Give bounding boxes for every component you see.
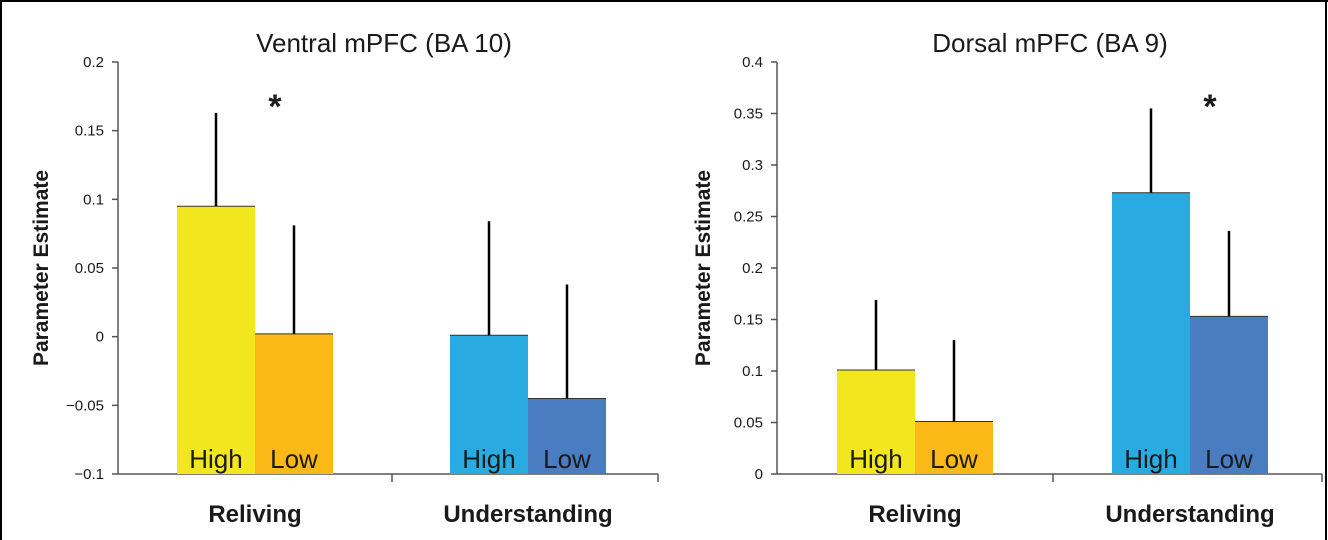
y-tick-label: 0.25: [734, 209, 763, 226]
x-group-label: Reliving: [868, 501, 961, 528]
frame-left-border: [0, 0, 2, 540]
y-tick-label: −0.1: [74, 466, 104, 483]
frame-right-border: [1325, 0, 1327, 540]
y-tick-label: 0.15: [734, 312, 763, 329]
y-tick-label: 0: [96, 329, 104, 346]
significance-asterisk: *: [1203, 88, 1217, 126]
y-tick-label: 0.1: [83, 191, 104, 208]
y-axis-label: Parameter Estimate: [30, 170, 53, 366]
bar-low: [528, 398, 606, 474]
chart-title: Dorsal mPFC (BA 9): [932, 28, 1168, 58]
frame-top-border: [0, 0, 1328, 2]
bar-label-high: High: [1124, 444, 1177, 474]
y-tick-label: 0.35: [734, 106, 763, 123]
y-tick-label: 0.05: [734, 415, 763, 432]
bar-high: [837, 369, 915, 474]
bar-label-high: High: [849, 444, 902, 474]
y-tick-label: 0.4: [742, 54, 763, 71]
y-tick-label: 0.05: [75, 260, 104, 277]
y-tick-label: 0.1: [742, 363, 763, 380]
y-tick-label: 0: [755, 466, 763, 483]
bar-high: [450, 335, 528, 474]
bar-label-high: High: [462, 444, 515, 474]
bar-label-low: Low: [1205, 444, 1253, 474]
bar-low: [915, 421, 993, 474]
bar-label-low: Low: [930, 444, 978, 474]
x-group-label: Understanding: [443, 501, 612, 528]
bar-label-low: Low: [543, 444, 591, 474]
y-tick-label: 0.2: [742, 260, 763, 277]
y-axis-label: Parameter Estimate: [692, 170, 715, 366]
y-tick-label: 0.3: [742, 157, 763, 174]
y-tick-label: 0.15: [75, 123, 104, 140]
bar-label-high: High: [189, 444, 242, 474]
bar-high: [177, 206, 255, 474]
chart-title: Ventral mPFC (BA 10): [256, 28, 512, 58]
x-group-label: Understanding: [1105, 501, 1274, 528]
significance-asterisk: *: [268, 88, 282, 126]
bar-high: [1112, 192, 1190, 474]
bar-low: [255, 333, 333, 474]
x-group-label: Reliving: [208, 501, 301, 528]
bar-label-low: Low: [270, 444, 318, 474]
y-tick-label: −0.05: [66, 397, 104, 414]
bar-low: [1190, 316, 1268, 474]
y-tick-label: 0.2: [83, 54, 104, 71]
